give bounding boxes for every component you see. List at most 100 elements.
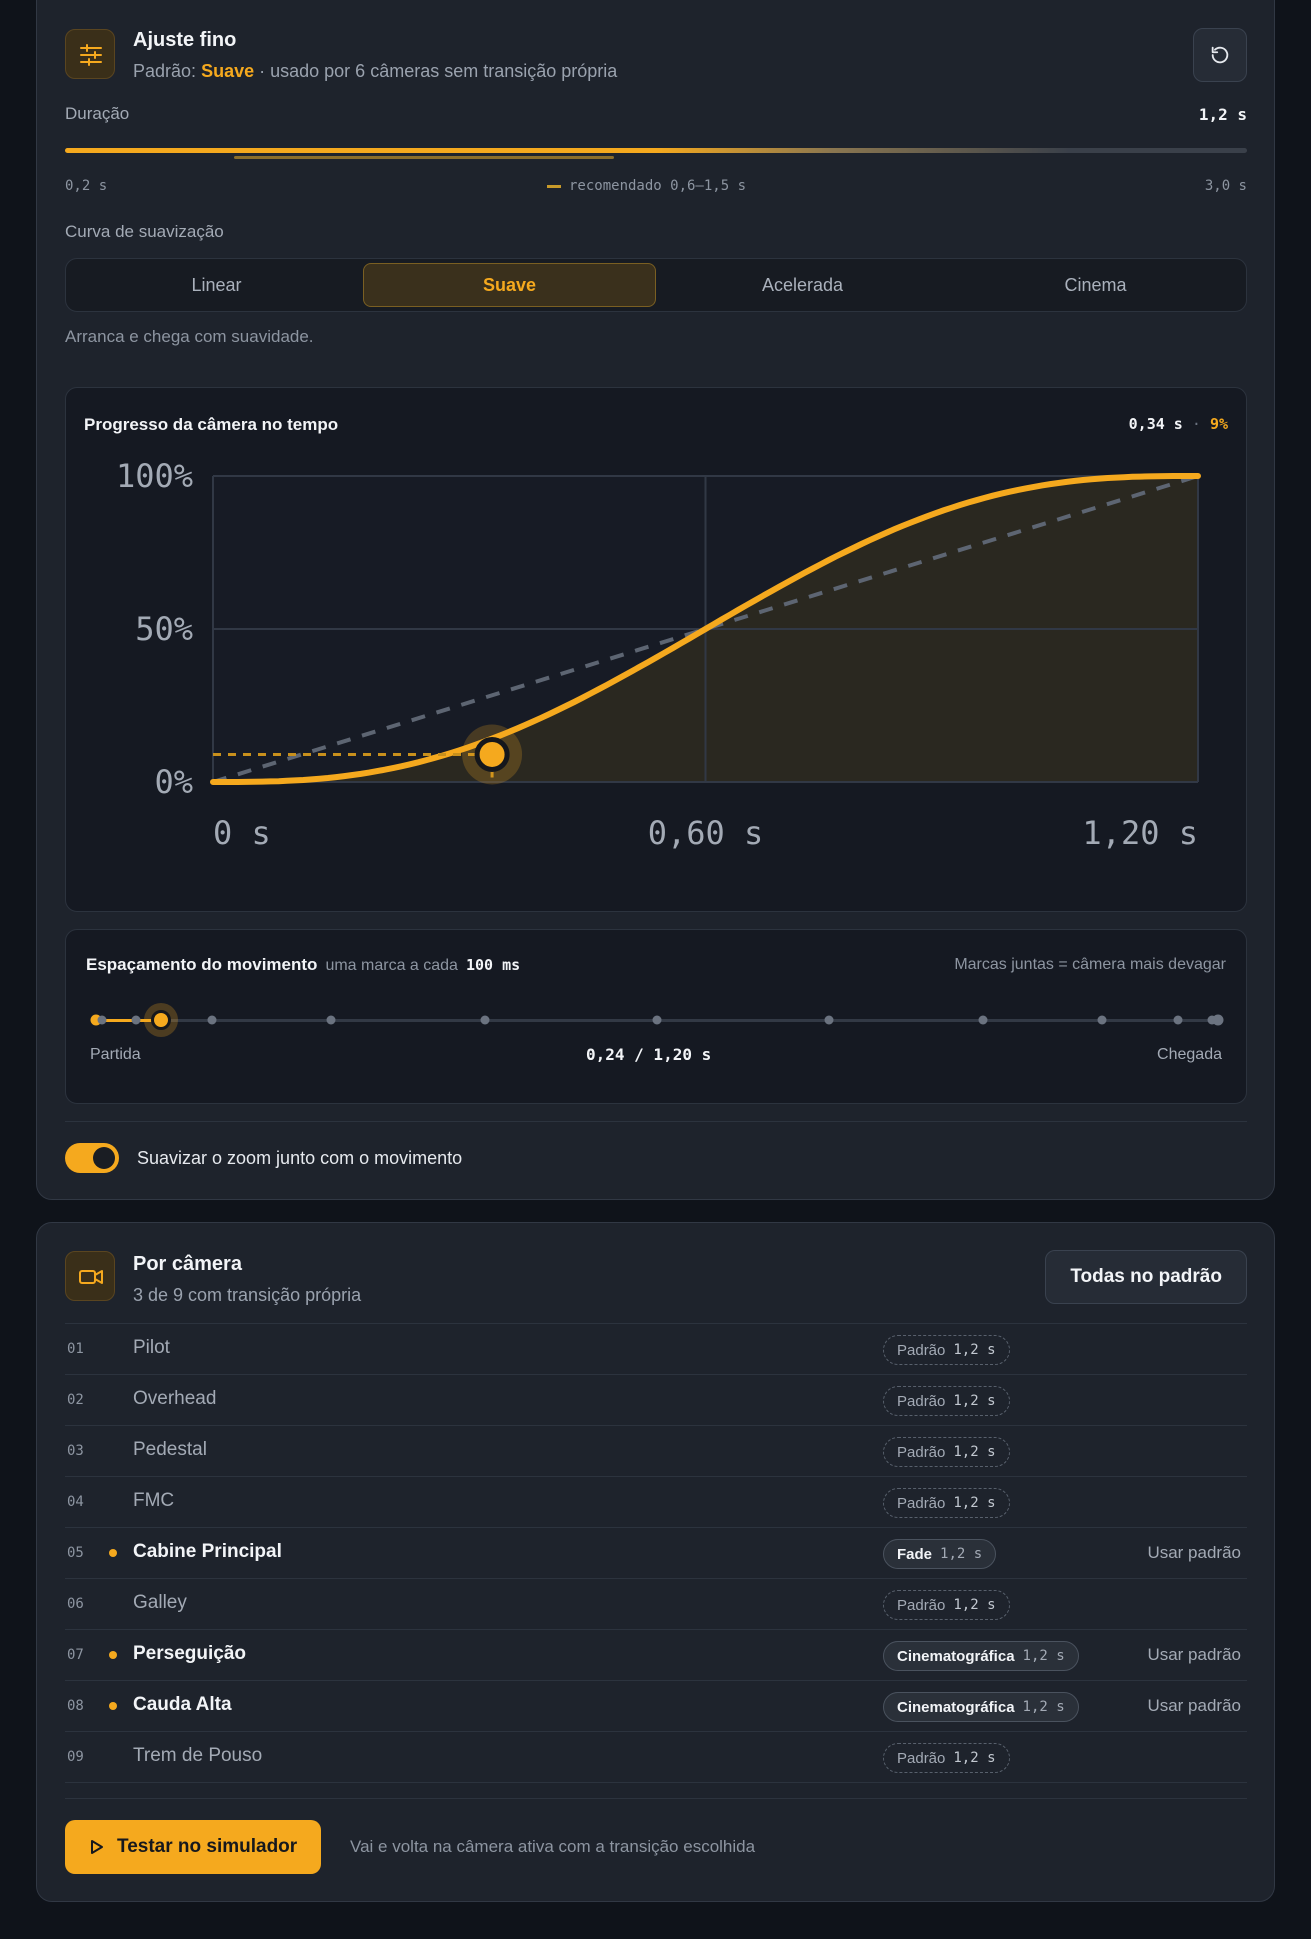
fine-tune-subtitle: Padrão: Suave · usado por 6 câmeras sem … (133, 61, 617, 82)
default-curve-name: Suave (201, 61, 255, 81)
curve-option-acelerada[interactable]: Acelerada (761, 274, 844, 295)
spacing-tick (131, 1015, 141, 1025)
divider (65, 1798, 1247, 1799)
camera-name: Trem de Pouso (133, 1745, 263, 1766)
per-camera-subtitle: 3 de 9 com transição própria (133, 1285, 362, 1305)
camera-number: 03 (67, 1443, 84, 1459)
spacing-tick (978, 1015, 988, 1025)
spacing-title: Espaçamento do movimento (86, 955, 318, 974)
transition-duration: 1,2 s (953, 1750, 996, 1766)
zoom-smoothing-label: Suavizar o zoom junto com o movimento (137, 1148, 463, 1168)
transition-name: Padrão (897, 1392, 946, 1410)
transition-name: Cinematográfica (897, 1647, 1015, 1665)
camera-number: 01 (67, 1341, 84, 1357)
transition-duration: 1,2 s (953, 1393, 996, 1409)
spacing-tick (207, 1015, 217, 1025)
camera-row[interactable]: 02 Overhead Padrão 1,2 s (65, 1374, 1247, 1425)
spacing-end-label: Chegada (1157, 1046, 1222, 1063)
camera-number: 09 (67, 1749, 84, 1765)
camera-row[interactable]: 09 Trem de Pouso Padrão 1,2 s (65, 1731, 1247, 1782)
camera-row[interactable]: 06 Galley Padrão 1,2 s (65, 1578, 1247, 1629)
y-tick-label: 100% (116, 457, 193, 495)
spacing-subtitle: uma marca a cada (325, 957, 458, 974)
spacing-interval: 100 ms (465, 956, 521, 974)
camera-number: 08 (67, 1698, 84, 1714)
recommended-range-label: recomendado 0,6–1,5 s (547, 178, 746, 194)
camera-row[interactable]: 07 Perseguição Cinematográfica 1,2 s Usar pa… (65, 1629, 1247, 1680)
divider (65, 1121, 1247, 1122)
camera-row[interactable]: 05 Cabine Principal Fade 1,2 s Usar padrão (65, 1527, 1247, 1578)
curve-option-suave[interactable]: Suave (363, 263, 656, 307)
transition-badge[interactable]: Padrão 1,2 s (883, 1437, 1010, 1467)
duration-label: Duração (65, 104, 130, 123)
transition-badge[interactable]: Cinematográfica 1,2 s (883, 1692, 1079, 1722)
curve-option-linear[interactable]: Linear (191, 274, 242, 295)
spacing-progress (96, 1019, 161, 1022)
transition-badge[interactable]: Cinematográfica 1,2 s (883, 1641, 1079, 1671)
spacing-title-row: Espaçamento do movimento uma marca a cada… (86, 955, 520, 975)
all-default-button[interactable]: Todas no padrão (1045, 1250, 1247, 1304)
camera-name: Pilot (133, 1337, 170, 1358)
x-tick-label: 1,20 s (1082, 814, 1198, 852)
spacing-marker[interactable] (150, 1010, 171, 1030)
progress-curve (210, 473, 1201, 785)
curve-description: Arranca e chega com suavidade. (65, 327, 314, 346)
subtitle-suffix: · usado por 6 câmeras sem transição próp… (259, 61, 618, 81)
camera-name: Galley (133, 1592, 187, 1613)
duration-slider[interactable] (65, 148, 1247, 153)
transition-name: Cinematográfica (897, 1698, 1015, 1716)
transition-badge[interactable]: Padrão 1,2 s (883, 1590, 1010, 1620)
transition-name: Padrão (897, 1596, 946, 1614)
recommended-text: recomendado 0,6–1,5 s (569, 178, 747, 194)
transition-badge[interactable]: Padrão 1,2 s (883, 1743, 1010, 1773)
spacing-tick (1212, 1014, 1224, 1026)
transition-duration: 1,2 s (953, 1597, 996, 1613)
transition-badge[interactable]: Padrão 1,2 s (883, 1488, 1010, 1518)
camera-number: 02 (67, 1392, 84, 1408)
progress-chart-panel: Progresso da câmera no tempo 0,34 s · 9%… (65, 387, 1247, 912)
transition-duration: 1,2 s (953, 1444, 996, 1460)
use-default-link[interactable]: Usar padrão (1147, 1645, 1241, 1664)
spacing-start-label: Partida (90, 1046, 141, 1063)
duration-value: 1,2 s (1198, 105, 1247, 124)
transition-duration: 1,2 s (953, 1495, 996, 1511)
camera-number: 05 (67, 1545, 84, 1561)
camera-name: FMC (133, 1490, 175, 1511)
camera-name: Cauda Alta (133, 1694, 232, 1715)
transition-badge[interactable]: Padrão 1,2 s (883, 1386, 1010, 1416)
camera-number: 06 (67, 1596, 84, 1612)
transition-badge[interactable]: Fade 1,2 s (883, 1539, 997, 1569)
per-camera-card: Por câmera 3 de 9 com transição própria … (36, 1222, 1275, 1902)
video-camera-icon (65, 1251, 115, 1301)
camera-number: 04 (67, 1494, 84, 1510)
camera-name: Cabine Principal (133, 1541, 282, 1562)
zoom-smoothing-toggle[interactable] (65, 1143, 119, 1173)
custom-transition-dot (109, 1549, 117, 1557)
spacing-hint: Marcas juntas = câmera mais devagar (954, 956, 1226, 973)
x-tick-label: 0,60 s (648, 814, 764, 852)
camera-row[interactable]: 04 FMC Padrão 1,2 s (65, 1476, 1247, 1527)
camera-number: 07 (67, 1647, 84, 1663)
marker-handle (474, 736, 510, 772)
custom-transition-dot (109, 1702, 117, 1710)
transition-badge[interactable]: Padrão 1,2 s (883, 1335, 1010, 1365)
camera-name: Overhead (133, 1388, 217, 1409)
camera-row[interactable]: 01 Pilot Padrão 1,2 s (65, 1323, 1247, 1374)
recommended-legend-swatch (547, 184, 561, 188)
transition-duration: 1,2 s (1022, 1648, 1065, 1664)
camera-row[interactable]: 03 Pedestal Padrão 1,2 s (65, 1425, 1247, 1476)
spacing-tick (480, 1015, 490, 1025)
spacing-tick (326, 1015, 336, 1025)
progress-chart[interactable]: 0% 50% 100% 0 s 0,60 s 1,20 s (66, 388, 1248, 913)
use-default-link[interactable]: Usar padrão (1147, 1696, 1241, 1715)
reset-button[interactable] (1193, 28, 1247, 82)
spacing-tick (90, 1014, 102, 1026)
camera-row[interactable]: 08 Cauda Alta Cinematográfica 1,2 s Usar pad… (65, 1680, 1247, 1731)
spacing-panel: Espaçamento do movimento uma marca a cada… (65, 929, 1247, 1104)
spacing-tick (652, 1015, 662, 1025)
test-simulator-button[interactable]: Testar no simulador (65, 1820, 322, 1874)
curve-option-cinema[interactable]: Cinema (1064, 274, 1127, 295)
duration-max-label: 3,0 s (1204, 178, 1247, 194)
test-hint: Vai e volta na câmera ativa com a transi… (350, 1837, 756, 1856)
use-default-link[interactable]: Usar padrão (1147, 1543, 1241, 1562)
